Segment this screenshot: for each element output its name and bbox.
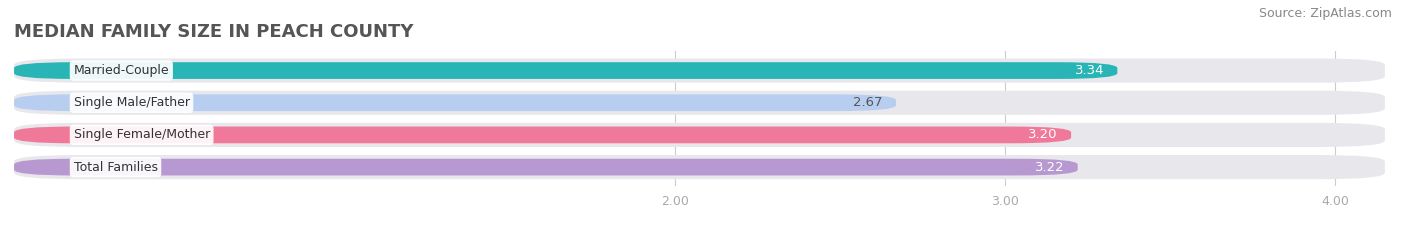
FancyBboxPatch shape xyxy=(14,62,1118,79)
FancyBboxPatch shape xyxy=(14,127,1071,143)
FancyBboxPatch shape xyxy=(14,94,896,111)
FancyBboxPatch shape xyxy=(14,91,1385,115)
FancyBboxPatch shape xyxy=(14,155,1385,179)
Text: Married-Couple: Married-Couple xyxy=(73,64,169,77)
Text: Total Families: Total Families xyxy=(73,161,157,174)
Text: Single Female/Mother: Single Female/Mother xyxy=(73,128,209,141)
Text: 2.67: 2.67 xyxy=(853,96,883,109)
Text: Single Male/Father: Single Male/Father xyxy=(73,96,190,109)
Text: MEDIAN FAMILY SIZE IN PEACH COUNTY: MEDIAN FAMILY SIZE IN PEACH COUNTY xyxy=(14,23,413,41)
Text: 3.34: 3.34 xyxy=(1074,64,1104,77)
Text: Source: ZipAtlas.com: Source: ZipAtlas.com xyxy=(1258,7,1392,20)
Text: 3.22: 3.22 xyxy=(1035,161,1064,174)
FancyBboxPatch shape xyxy=(14,123,1385,147)
FancyBboxPatch shape xyxy=(14,58,1385,83)
FancyBboxPatch shape xyxy=(14,159,1078,175)
Text: 3.20: 3.20 xyxy=(1028,128,1057,141)
